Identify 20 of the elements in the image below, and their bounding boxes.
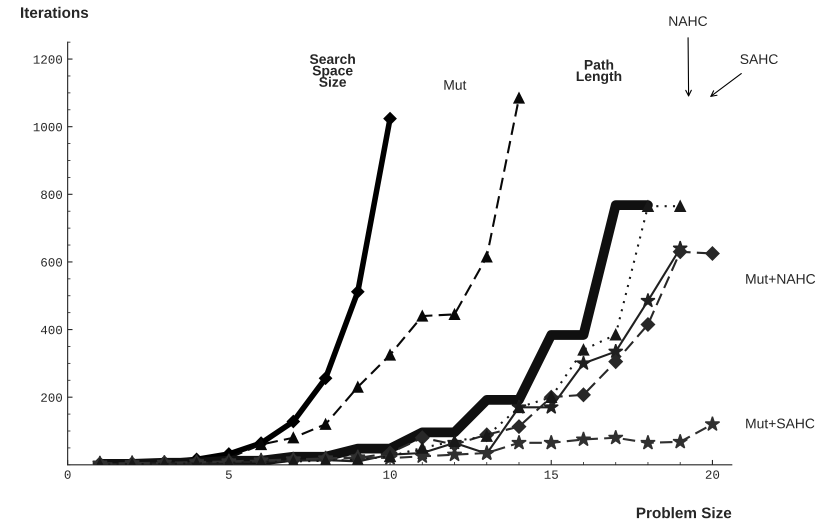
y-tick-label: 200 — [41, 393, 62, 402]
y-axis-title: Iterations — [21, 6, 88, 18]
x-tick-label: 15 — [544, 470, 558, 479]
x-tick-label: 10 — [383, 470, 397, 479]
text: NAHC — [669, 16, 708, 26]
annotation: Mut — [444, 80, 466, 90]
text: SAHC — [740, 54, 778, 64]
y-tick-label: 600 — [41, 258, 62, 267]
y-tick-label: 400 — [40, 326, 62, 334]
x-tick-label: 0 — [64, 470, 71, 479]
x-tick-label: 20 — [706, 470, 720, 479]
x-axis-title: Problem Size — [636, 507, 732, 518]
annotation: Path Length — [576, 60, 622, 84]
y-tick-label: 800 — [41, 190, 62, 199]
y-tick-label: 1200 — [34, 55, 62, 64]
y-tick-label: 1000 — [34, 122, 62, 132]
text: Mut+SAHC — [746, 418, 814, 428]
x-tick-label: 5 — [226, 470, 232, 479]
text: Mut+NAHC — [746, 274, 816, 284]
annotation: Search Space Size — [310, 54, 355, 87]
